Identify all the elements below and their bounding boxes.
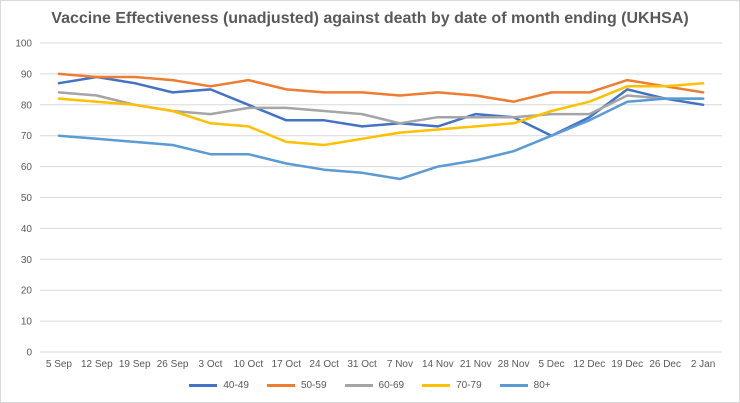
y-tick-label: 60 (21, 162, 33, 173)
y-tick-label: 80 (21, 100, 33, 111)
x-tick-label: 5 Sep (46, 359, 73, 370)
chart-legend: 40-49 50-59 60-69 70-79 80+ (0, 380, 740, 391)
x-tick-label: 26 Sep (157, 359, 189, 370)
y-tick-label: 50 (21, 193, 33, 204)
y-tick-label: 10 (21, 317, 33, 328)
y-tick-label: 40 (21, 224, 33, 235)
x-tick-label: 7 Nov (387, 359, 413, 370)
x-tick-label: 17 Oct (272, 359, 302, 370)
x-tick-label: 28 Nov (498, 359, 530, 370)
x-tick-label: 19 Dec (611, 359, 643, 370)
y-tick-label: 20 (21, 286, 33, 297)
x-tick-label: 12 Dec (574, 359, 606, 370)
x-tick-label: 2 Jan (691, 359, 715, 370)
series-line-70-79 (57, 81, 705, 147)
y-tick-label: 100 (15, 39, 32, 50)
legend-swatch (344, 384, 373, 387)
legend-swatch (422, 384, 451, 387)
x-tick-label: 24 Oct (309, 359, 339, 370)
legend-label: 70-79 (456, 380, 482, 391)
x-tick-label: 31 Oct (347, 359, 377, 370)
legend-label: 40-49 (223, 380, 249, 391)
legend-swatch (499, 384, 528, 387)
x-tick-label: 3 Oct (199, 359, 223, 370)
y-tick-label: 90 (21, 69, 33, 80)
legend-label: 80+ (533, 380, 551, 391)
legend-swatch (189, 384, 218, 387)
legend-item: 60-69 (344, 380, 405, 391)
x-tick-label: 14 Nov (422, 359, 454, 370)
x-tick-label: 5 Dec (538, 359, 564, 370)
chart-title: Vaccine Effectiveness (unadjusted) again… (51, 10, 689, 27)
y-tick-label: 70 (21, 131, 33, 142)
legend-item: 80+ (499, 380, 551, 391)
x-tick-label: 26 Dec (649, 359, 681, 370)
y-tick-label: 0 (26, 348, 32, 359)
series-line-50-59 (57, 72, 705, 103)
x-tick-label: 10 Oct (234, 359, 264, 370)
legend-item: 70-79 (422, 380, 482, 391)
x-tick-label: 19 Sep (119, 359, 151, 370)
legend-label: 60-69 (378, 380, 405, 391)
series-line-40-49 (57, 75, 705, 137)
x-tick-label: 21 Nov (460, 359, 492, 370)
legend-item: 40-49 (189, 380, 249, 391)
y-tick-label: 30 (21, 255, 33, 266)
legend-swatch (266, 384, 295, 387)
legend-label: 50-59 (300, 380, 327, 391)
series-line-80+ (57, 97, 705, 181)
legend-item: 50-59 (266, 380, 327, 391)
x-tick-label: 12 Sep (81, 359, 113, 370)
